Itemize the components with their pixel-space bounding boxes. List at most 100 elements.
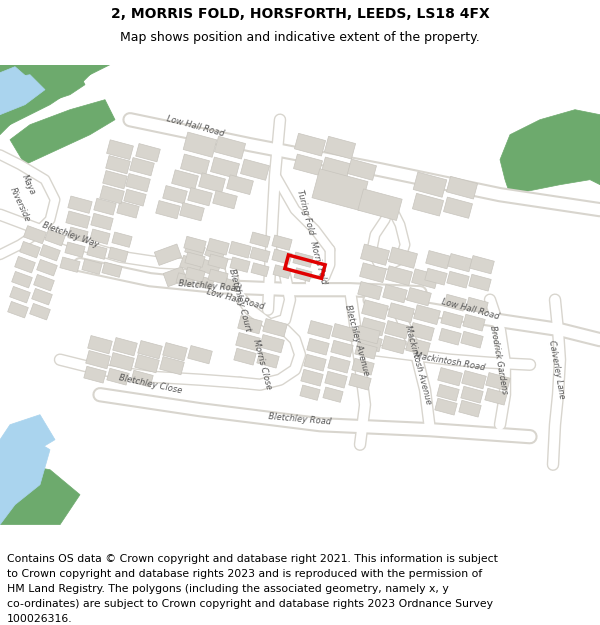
Polygon shape	[425, 251, 451, 269]
Text: Turing Fold: Turing Fold	[295, 189, 316, 236]
Polygon shape	[407, 288, 431, 306]
Polygon shape	[461, 371, 487, 389]
Polygon shape	[103, 171, 127, 189]
Polygon shape	[179, 202, 205, 221]
Polygon shape	[176, 272, 194, 287]
Polygon shape	[304, 354, 326, 371]
Polygon shape	[188, 346, 212, 364]
Polygon shape	[14, 256, 35, 273]
Polygon shape	[229, 241, 251, 258]
Polygon shape	[332, 324, 356, 342]
Text: Low Hall Road: Low Hall Road	[440, 298, 500, 322]
Polygon shape	[137, 341, 163, 359]
Polygon shape	[163, 342, 187, 361]
Polygon shape	[308, 321, 332, 339]
Polygon shape	[250, 232, 270, 248]
Text: Mackintosh Avenue: Mackintosh Avenue	[403, 324, 433, 405]
Text: to Crown copyright and database rights 2023 and is reproduced with the permissio: to Crown copyright and database rights 2…	[7, 569, 482, 579]
Polygon shape	[185, 267, 205, 282]
Polygon shape	[196, 276, 214, 289]
Polygon shape	[358, 334, 382, 352]
Polygon shape	[328, 356, 350, 373]
Polygon shape	[207, 238, 229, 255]
Polygon shape	[448, 254, 472, 272]
Polygon shape	[250, 247, 270, 262]
Polygon shape	[185, 252, 205, 268]
Polygon shape	[0, 67, 30, 104]
Polygon shape	[361, 318, 385, 336]
Text: Brodrick Gardens: Brodrick Gardens	[488, 325, 508, 394]
Polygon shape	[107, 140, 133, 159]
Polygon shape	[66, 211, 90, 228]
Polygon shape	[294, 268, 312, 282]
Polygon shape	[227, 175, 253, 194]
Polygon shape	[301, 369, 323, 386]
Polygon shape	[459, 400, 481, 417]
Polygon shape	[8, 301, 28, 318]
Polygon shape	[32, 289, 52, 305]
Polygon shape	[323, 387, 343, 402]
Polygon shape	[20, 241, 40, 258]
Polygon shape	[386, 266, 412, 286]
Polygon shape	[68, 196, 92, 213]
Text: co-ordinates) are subject to Crown copyright and database rights 2023 Ordnance S: co-ordinates) are subject to Crown copyr…	[7, 599, 493, 609]
Polygon shape	[0, 64, 85, 134]
Polygon shape	[113, 338, 137, 356]
Polygon shape	[230, 257, 250, 272]
Polygon shape	[485, 388, 507, 405]
Polygon shape	[87, 244, 107, 259]
Polygon shape	[184, 236, 206, 253]
Polygon shape	[0, 435, 50, 524]
Polygon shape	[10, 99, 115, 164]
Polygon shape	[160, 356, 184, 375]
Polygon shape	[88, 336, 112, 354]
Polygon shape	[359, 263, 386, 282]
Polygon shape	[325, 371, 347, 388]
Polygon shape	[238, 316, 262, 334]
Polygon shape	[91, 213, 113, 230]
Polygon shape	[293, 252, 313, 268]
Polygon shape	[437, 368, 463, 386]
Polygon shape	[134, 354, 160, 373]
Text: 100026316.: 100026316.	[7, 614, 73, 624]
Polygon shape	[181, 154, 209, 175]
Polygon shape	[212, 191, 238, 209]
Text: HM Land Registry. The polygons (including the associated geometry, namely x, y: HM Land Registry. The polygons (includin…	[7, 584, 449, 594]
Text: Mackintosh Road: Mackintosh Road	[414, 351, 486, 372]
Polygon shape	[446, 176, 478, 199]
Polygon shape	[406, 338, 430, 356]
Polygon shape	[107, 368, 129, 385]
Polygon shape	[0, 465, 80, 524]
Text: Morris Close: Morris Close	[251, 339, 273, 391]
Polygon shape	[102, 262, 122, 278]
Polygon shape	[37, 259, 58, 276]
Polygon shape	[257, 351, 279, 368]
Polygon shape	[413, 305, 440, 324]
Polygon shape	[179, 255, 205, 274]
Polygon shape	[211, 157, 239, 178]
Polygon shape	[86, 351, 110, 369]
Text: Bletchley Road: Bletchley Road	[268, 412, 332, 427]
Polygon shape	[425, 268, 447, 285]
Polygon shape	[44, 229, 65, 246]
Polygon shape	[349, 373, 371, 390]
Polygon shape	[106, 156, 130, 174]
Polygon shape	[388, 303, 415, 322]
Polygon shape	[68, 227, 88, 242]
Text: Calverley Lane: Calverley Lane	[547, 339, 566, 400]
Polygon shape	[11, 271, 32, 288]
Polygon shape	[241, 159, 269, 180]
Polygon shape	[485, 372, 511, 391]
Polygon shape	[40, 244, 61, 261]
Polygon shape	[358, 189, 402, 221]
Polygon shape	[65, 242, 85, 258]
Text: Bletchley Way: Bletchley Way	[41, 220, 100, 249]
Polygon shape	[112, 232, 132, 248]
Polygon shape	[131, 370, 153, 387]
Polygon shape	[439, 328, 461, 345]
Polygon shape	[352, 358, 374, 375]
Polygon shape	[10, 286, 31, 303]
Polygon shape	[412, 269, 439, 289]
Polygon shape	[0, 415, 55, 475]
Polygon shape	[331, 340, 353, 357]
